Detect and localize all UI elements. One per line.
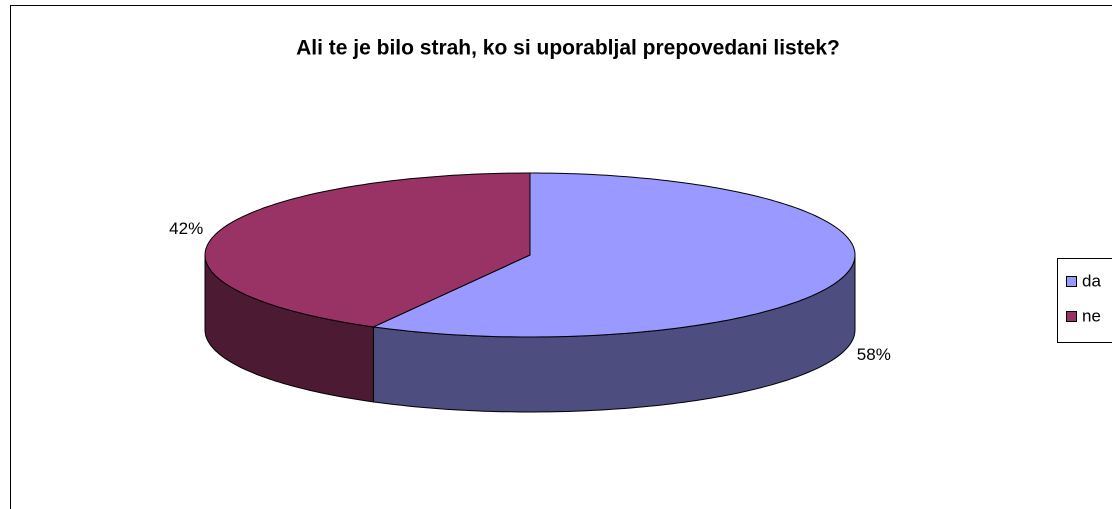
legend-swatch [1066,276,1077,287]
legend-label: da [1082,271,1101,290]
pie-slice [371,172,856,338]
legend-label: ne [1082,306,1101,325]
legend-box [1057,258,1112,343]
data-label: 58% [857,345,891,364]
data-label: 42% [169,219,203,238]
pie-slice [204,172,531,328]
chart-title: Ali te je bilo strah, ko si uporabljal p… [296,37,840,60]
legend-swatch [1066,311,1077,322]
